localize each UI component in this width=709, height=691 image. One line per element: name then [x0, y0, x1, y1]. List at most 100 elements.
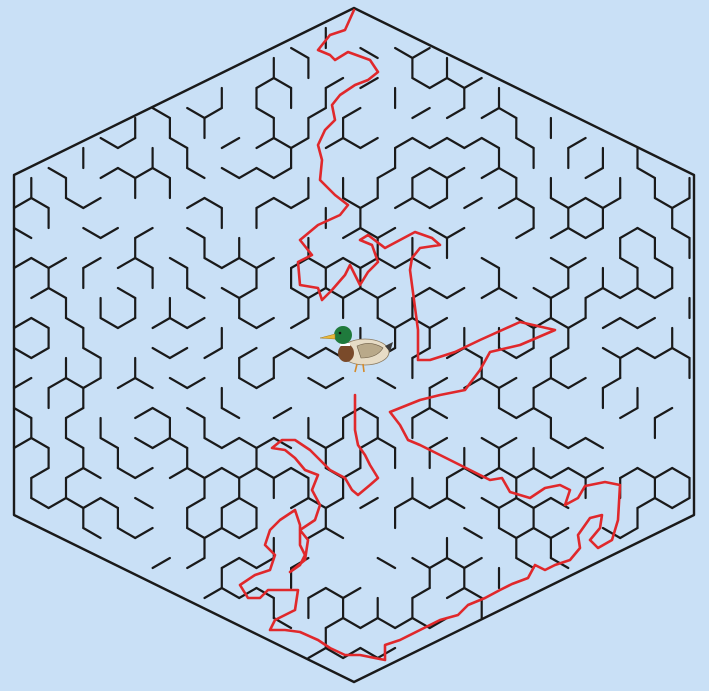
- maze-wall-segment: [290, 346, 310, 360]
- maze-wall-segment: [671, 226, 691, 240]
- maze-wall-segment: [203, 526, 223, 540]
- maze-wall-segment: [636, 466, 657, 480]
- maze-wall-segment: [290, 196, 310, 210]
- maze-wall-segment: [238, 496, 258, 510]
- duck-leg-icon: [362, 363, 365, 373]
- maze-wall-segment: [47, 166, 68, 180]
- duck-wing-icon: [356, 343, 384, 359]
- maze-wall-segment: [567, 436, 587, 450]
- maze-wall-segment: [186, 316, 206, 330]
- maze-wall-segment: [238, 346, 258, 360]
- maze-wall-segment: [445, 226, 466, 240]
- maze-wall-segment: [463, 136, 483, 150]
- maze-wall-segment: [290, 136, 310, 150]
- maze-wall-segment: [619, 346, 639, 360]
- maze-wall-segment: [428, 286, 449, 300]
- maze-wall-segment: [30, 346, 50, 360]
- maze-wall-segment: [290, 286, 310, 300]
- maze-wall-segment: [168, 136, 189, 150]
- maze-wall-segment: [411, 166, 431, 180]
- maze-wall-segment: [324, 616, 345, 630]
- maze-wall-segment: [653, 196, 674, 210]
- maze-wall-segment: [30, 286, 50, 300]
- maze-wall-segment: [272, 136, 293, 150]
- maze-wall-segment: [549, 286, 570, 300]
- maze-wall-segment: [411, 46, 431, 60]
- maze-wall-segment: [186, 166, 206, 180]
- maze-wall-segment: [64, 466, 85, 480]
- maze-wall-segment: [134, 406, 154, 420]
- maze-wall-segment: [12, 346, 33, 360]
- maze-wall-segment: [497, 436, 518, 450]
- maze-wall-segment: [342, 196, 362, 210]
- maze-wall-segment: [480, 376, 501, 390]
- maze-wall-segment: [255, 106, 275, 120]
- maze-wall-segment: [307, 376, 327, 390]
- maze-wall-segment: [99, 436, 120, 450]
- maze-wall-segment: [134, 526, 154, 540]
- maze-wall-segment: [307, 286, 327, 300]
- maze-wall-segment: [480, 496, 501, 510]
- maze-wall-segment: [497, 286, 518, 300]
- maze-wall-segment: [515, 226, 535, 240]
- maze-wall-segment: [532, 526, 553, 540]
- maze-wall-segment: [220, 526, 241, 540]
- duck-eye-icon: [338, 331, 342, 335]
- maze-wall-segment: [497, 496, 518, 510]
- maze-wall-segment: [532, 466, 553, 480]
- maze-wall-segment: [342, 616, 362, 630]
- maze-wall-segment: [671, 466, 691, 480]
- maze-wall-segment: [515, 406, 535, 420]
- maze-wall-segment: [116, 376, 137, 390]
- maze-wall-segment: [116, 286, 137, 300]
- maze-wall-segment: [99, 316, 120, 330]
- maze-wall-segment: [636, 316, 657, 330]
- maze-wall-segment: [168, 256, 189, 270]
- maze-wall-segment: [12, 406, 33, 420]
- maze-wall-segment: [567, 466, 587, 480]
- maze-wall-segment: [116, 466, 137, 480]
- maze-wall-segment: [324, 256, 345, 270]
- maze-wall-segment: [445, 136, 466, 150]
- maze-wall-segment: [307, 586, 327, 600]
- maze-wall-segment: [99, 166, 120, 180]
- maze-wall-segment: [307, 436, 327, 450]
- maze-wall-segment: [255, 556, 275, 570]
- maze-wall-segment: [567, 226, 587, 240]
- maze-wall-segment: [255, 196, 275, 210]
- maze-wall-segment: [619, 466, 639, 480]
- maze-wall-segment: [567, 136, 587, 150]
- maze-wall-segment: [653, 496, 674, 510]
- maze-wall-segment: [342, 106, 362, 120]
- maze-wall-segment: [394, 496, 414, 510]
- maze-wall-segment: [82, 466, 102, 480]
- maze-wall-segment: [428, 556, 449, 570]
- maze-wall-segment: [238, 316, 258, 330]
- maze-wall-segment: [653, 286, 674, 300]
- maze-wall-segment: [47, 286, 68, 300]
- maze-wall-segment: [445, 556, 466, 570]
- maze-wall-segment: [324, 286, 345, 300]
- maze-wall-segment: [549, 226, 570, 240]
- maze-wall-segment: [428, 166, 449, 180]
- maze-wall-segment: [532, 376, 553, 390]
- maze-wall-segment: [428, 376, 449, 390]
- maze-wall-segment: [480, 136, 501, 150]
- maze-wall-segment: [12, 316, 33, 330]
- maze-wall-segment: [272, 406, 293, 420]
- maze-wall-segment: [445, 466, 466, 480]
- maze-wall-segment: [671, 346, 691, 360]
- maze-wall-segment: [497, 106, 518, 120]
- maze-wall-segment: [151, 316, 171, 330]
- maze-wall-segment: [30, 256, 50, 270]
- maze-wall-segment: [272, 436, 293, 450]
- maze-wall-segment: [203, 466, 223, 480]
- maze-wall-segment: [480, 436, 501, 450]
- maze-wall-segment: [272, 166, 293, 180]
- maze-wall-segment: [255, 76, 275, 90]
- maze-wall-segment: [411, 256, 431, 270]
- maze-wall-segment: [203, 256, 223, 270]
- maze-wall-segment: [515, 526, 535, 540]
- maze-wall-segment: [549, 316, 570, 330]
